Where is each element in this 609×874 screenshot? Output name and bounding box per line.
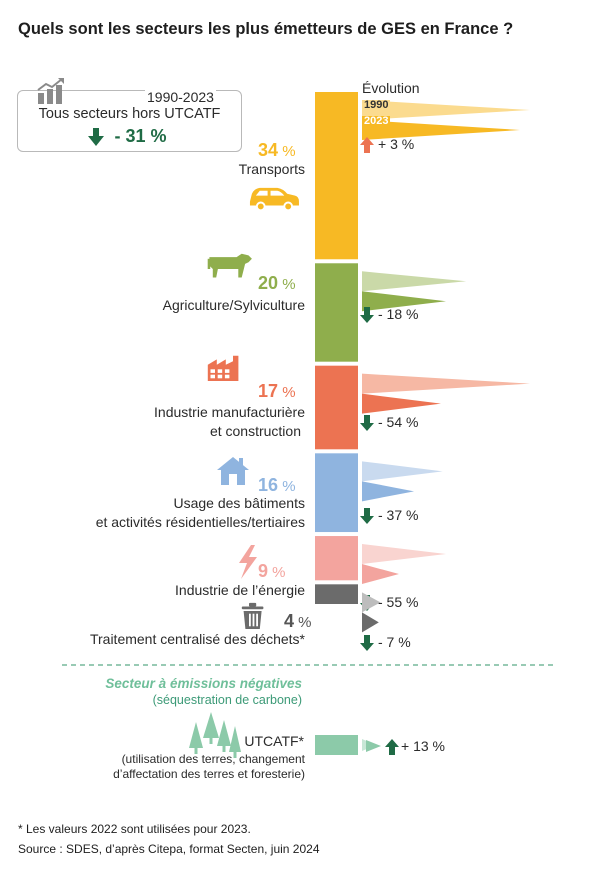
bar-utcatf	[315, 735, 358, 755]
label-agriculture: Agriculture/Sylviculture	[0, 296, 305, 315]
pct-value: 20	[258, 273, 279, 293]
pct-value: 9	[258, 561, 269, 581]
label-line: Agriculture/Sylviculture	[162, 297, 305, 313]
triangle-1990-industrie	[362, 373, 530, 394]
triangle-1990-transports	[362, 100, 530, 120]
sector-industrie	[315, 365, 530, 450]
label-line: et activités résidentielles/tertiaires	[95, 514, 305, 530]
up-arrow-icon	[385, 739, 399, 755]
label-industrie: Industrie manufacturière et construction	[0, 403, 305, 441]
pct-value: 4	[284, 611, 295, 631]
pct-unit: %	[278, 276, 296, 293]
summary-down-arrow-icon	[88, 128, 104, 146]
summary-label: Tous secteurs hors UTCATF	[38, 106, 221, 122]
negative-sector-subtitle: (séquestration de carbone)	[152, 693, 302, 707]
label-dechets: Traitement centralisé des déchets*	[0, 630, 305, 649]
chart-up-icon	[37, 78, 64, 104]
triangle-2023-transports	[362, 120, 520, 140]
label-line: Usage des bâtiments	[173, 495, 305, 511]
bar-batiments	[315, 453, 358, 533]
label-batiments: Usage des bâtiments et activités résident…	[0, 494, 305, 532]
bar-transports	[315, 92, 358, 260]
utcatf-description: (utilisation des terres, changement d’af…	[113, 752, 305, 781]
utcatf-label: UTCATF*	[244, 733, 304, 749]
down-arrow-icon	[360, 508, 374, 524]
summary-value: - 31 %	[114, 126, 167, 146]
change-dechets: - 7 %	[378, 634, 411, 650]
cow-icon	[207, 253, 252, 278]
change-industrie: - 54 %	[378, 414, 419, 430]
triangle-1990-batiments	[362, 461, 443, 482]
change-utcatf: + 13 %	[401, 738, 445, 754]
label-line: et construction	[209, 423, 301, 439]
pct-unit: %	[278, 384, 296, 401]
change-transports: + 3 %	[378, 136, 415, 152]
triangle-2023-agriculture	[362, 291, 446, 312]
change-batiments: - 37 %	[378, 507, 419, 523]
legend-2023: 2023	[362, 115, 391, 127]
trees-icon	[189, 712, 241, 758]
label-line: Industrie de l’énergie	[175, 582, 305, 598]
pct-energie: 9 %	[258, 561, 286, 582]
sector-batiments	[315, 453, 443, 533]
triangle-2023-industrie	[362, 393, 441, 414]
footnote: * Les valeurs 2022 sont utilisées pour 2…	[18, 822, 251, 836]
pct-unit: %	[268, 564, 286, 581]
change-energie: - 55 %	[378, 594, 419, 610]
bar-dechets	[315, 584, 358, 604]
pct-unit: %	[278, 143, 296, 160]
pct-dechets: 4 %	[284, 611, 312, 632]
chart-title: Quels sont les secteurs les plus émetteu…	[18, 20, 514, 38]
bar-energie	[315, 536, 358, 581]
triangle-2023-utcatf	[366, 740, 381, 752]
pct-unit: %	[278, 478, 296, 495]
pct-industrie: 17 %	[258, 381, 296, 402]
down-arrow-icon	[360, 635, 374, 651]
sector-transports	[315, 92, 530, 260]
label-line: Industrie manufacturière	[154, 404, 305, 420]
triangle-1990-energie	[362, 544, 446, 565]
legend-1990: 1990	[362, 99, 391, 111]
triangle-1990-dechets	[362, 592, 381, 613]
negative-sector-title: Secteur à émissions négatives	[105, 676, 302, 691]
change-agriculture: - 18 %	[378, 306, 419, 322]
trash-icon	[241, 602, 264, 629]
down-arrow-icon	[360, 415, 374, 431]
up-arrow-icon	[360, 137, 374, 153]
source: Source : SDES, d’après Citepa, format Se…	[18, 842, 320, 856]
sector-energie	[315, 536, 446, 585]
sector-agriculture	[315, 263, 467, 362]
bar-industrie	[315, 365, 358, 450]
pct-agriculture: 20 %	[258, 273, 296, 294]
summary-period: 1990-2023	[145, 89, 216, 105]
triangle-2023-batiments	[362, 481, 415, 502]
triangle-2023-energie	[362, 564, 399, 585]
car-icon	[249, 187, 299, 212]
down-arrow-icon	[360, 307, 374, 323]
factory-icon	[207, 355, 239, 381]
house-icon	[217, 457, 249, 485]
pct-value: 34	[258, 140, 279, 160]
label-line: Transports	[238, 161, 305, 177]
legend-title: Évolution	[362, 80, 420, 96]
label-line: Traitement centralisé des déchets*	[89, 631, 305, 647]
pct-value: 17	[258, 381, 279, 401]
sector-dechets	[315, 584, 381, 633]
pct-batiments: 16 %	[258, 475, 296, 496]
lightning-icon	[239, 545, 257, 579]
label-transports: Transports	[0, 160, 305, 179]
pct-value: 16	[258, 475, 279, 495]
triangle-1990-agriculture	[362, 271, 467, 292]
pct-unit: %	[294, 614, 312, 631]
bar-agriculture	[315, 263, 358, 362]
label-energie: Industrie de l’énergie	[0, 581, 305, 600]
pct-transports: 34 %	[258, 140, 296, 161]
triangle-2023-dechets	[362, 612, 379, 633]
